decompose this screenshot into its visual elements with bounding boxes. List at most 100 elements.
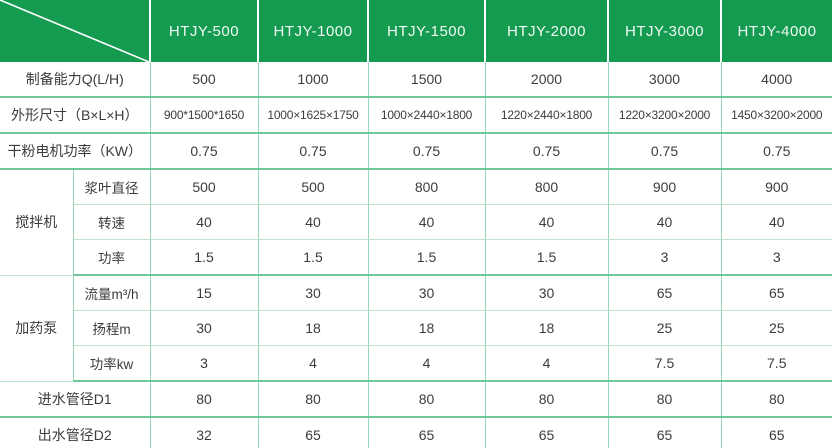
spec-row-mixer-speed: 转速 40 40 40 40 40 40 [0,204,832,240]
value-cell: 3 [720,239,832,276]
model-header-cell: HTJY-1500 [368,0,486,62]
model-header-cell: HTJY-500 [150,0,259,62]
value-cell: 1.5 [484,239,609,276]
value-cell: 2000 [484,62,609,98]
value-cell: 4 [484,345,609,382]
value-cell: 1500 [367,62,486,98]
value-cell: 4 [257,345,369,382]
spec-row-mixer-power: 功率 1.5 1.5 1.5 1.5 3 3 [0,239,832,276]
model-header-cell: HTJY-3000 [608,0,722,62]
value-cell: 25 [720,310,832,346]
value-cell: 80 [484,380,609,418]
value-cell: 1.5 [257,239,369,276]
value-cell: 0.75 [149,132,259,170]
value-cell: 4 [367,345,486,382]
spec-row-dry-powder-motor: 干粉电机功率（KW） 0.75 0.75 0.75 0.75 0.75 0.75 [0,132,832,170]
value-cell: 65 [607,416,722,448]
value-cell: 900*1500*1650 [149,96,259,134]
value-cell: 1450×3200×2000 [720,96,832,134]
row-label: 干粉电机功率（KW） [0,132,151,170]
value-cell: 30 [149,310,259,346]
value-cell: 0.75 [367,132,486,170]
value-cell: 80 [720,380,832,418]
value-cell: 500 [257,168,369,205]
model-header-cell: HTJY-4000 [721,0,832,62]
value-cell: 40 [484,204,609,240]
value-cell: 32 [149,416,259,448]
value-cell: 80 [149,380,259,418]
diagonal-divider-line [0,0,148,62]
value-cell: 1000×2440×1800 [367,96,486,134]
row-label: 外形尺寸（B×L×H） [0,96,151,134]
value-cell: 30 [367,274,486,311]
sub-label: 浆叶直径 [72,168,151,205]
group-label-mixer: 搅拌机 [0,168,74,276]
value-cell: 500 [149,62,259,98]
model-header-cell: HTJY-1000 [258,0,369,62]
row-label: 出水管径D2 [0,416,151,448]
value-cell: 1.5 [149,239,259,276]
value-cell: 15 [149,274,259,311]
value-cell: 900 [607,168,722,205]
sub-label: 流量m³/h [72,274,151,311]
sub-label: 转速 [72,204,151,240]
value-cell: 7.5 [607,345,722,382]
value-cell: 900 [720,168,832,205]
value-cell: 40 [607,204,722,240]
row-label: 制备能力Q(L/H) [0,62,151,98]
sub-label: 功率kw [72,345,151,382]
value-cell: 4000 [720,62,832,98]
value-cell: 40 [257,204,369,240]
spec-row-outlet-pipe: 出水管径D2 32 65 65 65 65 65 [0,416,832,448]
value-cell: 40 [149,204,259,240]
value-cell: 3 [607,239,722,276]
value-cell: 1.5 [367,239,486,276]
value-cell: 1220×3200×2000 [607,96,722,134]
value-cell: 800 [484,168,609,205]
value-cell: 7.5 [720,345,832,382]
row-label: 进水管径D1 [0,380,151,418]
value-cell: 65 [720,416,832,448]
spec-row-mixer-blade-diameter: 搅拌机 浆叶直径 500 500 800 800 900 900 [0,168,832,276]
value-cell: 40 [367,204,486,240]
value-cell: 0.75 [257,132,369,170]
value-cell: 30 [257,274,369,311]
value-cell: 40 [720,204,832,240]
value-cell: 1000×1625×1750 [257,96,369,134]
sub-label: 扬程m [72,310,151,346]
value-cell: 65 [607,274,722,311]
value-cell: 18 [484,310,609,346]
value-cell: 800 [367,168,486,205]
value-cell: 65 [257,416,369,448]
spec-row-inlet-pipe: 进水管径D1 80 80 80 80 80 80 [0,380,832,418]
value-cell: 65 [720,274,832,311]
value-cell: 80 [257,380,369,418]
value-cell: 1220×2440×1800 [484,96,609,134]
value-cell: 80 [607,380,722,418]
value-cell: 25 [607,310,722,346]
value-cell: 0.75 [484,132,609,170]
header-row: HTJY-500 HTJY-1000 HTJY-1500 HTJY-2000 H… [0,0,832,62]
value-cell: 1000 [257,62,369,98]
value-cell: 30 [484,274,609,311]
value-cell: 3 [149,345,259,382]
value-cell: 500 [149,168,259,205]
sub-label: 功率 [72,239,151,276]
value-cell: 0.75 [720,132,832,170]
value-cell: 0.75 [607,132,722,170]
spec-row-capacity: 制备能力Q(L/H) 500 1000 1500 2000 3000 4000 [0,62,832,98]
value-cell: 80 [367,380,486,418]
spec-row-pump-head: 扬程m 30 18 18 18 25 25 [0,310,832,346]
model-header-cell: HTJY-2000 [485,0,609,62]
group-label-dosing-pump: 加药泵 [0,274,74,382]
diagonal-header-cell [0,0,151,62]
value-cell: 65 [484,416,609,448]
spec-row-pump-power: 功率kw 3 4 4 4 7.5 7.5 [0,345,832,382]
value-cell: 18 [257,310,369,346]
spec-row-pump-flow: 加药泵 流量m³/h 15 30 30 30 65 65 [0,274,832,382]
value-cell: 18 [367,310,486,346]
spec-row-dimensions: 外形尺寸（B×L×H） 900*1500*1650 1000×1625×1750… [0,96,832,134]
value-cell: 65 [367,416,486,448]
